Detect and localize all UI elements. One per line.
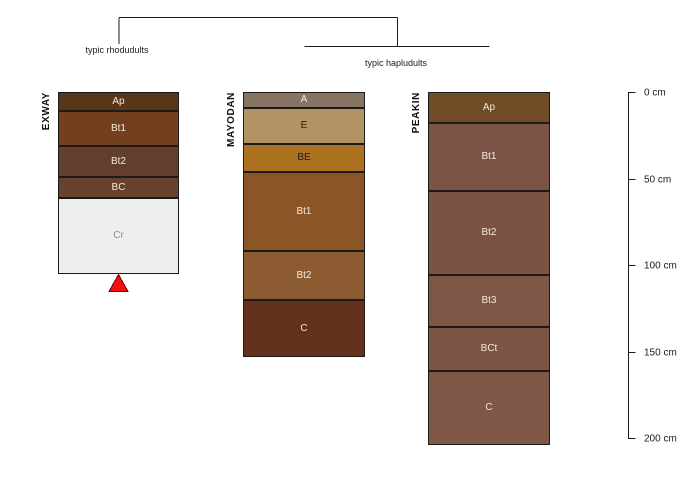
horizon-exway-bt2: Bt2 xyxy=(58,146,179,177)
horizon-label: C xyxy=(485,402,493,413)
horizon-label: A xyxy=(300,94,308,105)
horizon-label: E xyxy=(300,120,308,131)
horizon-label: Bt2 xyxy=(296,269,312,281)
horizon-label: Ap xyxy=(482,101,496,113)
horizon-exway-bt1: Bt1 xyxy=(58,111,179,146)
horizon-peakin-bt2: Bt2 xyxy=(428,191,550,275)
horizon-label: Ap xyxy=(112,95,125,107)
dendrogram-group-label-hapludults: typic hapludults xyxy=(364,58,428,68)
depth-tick-label-150: 150 cm xyxy=(644,347,677,358)
horizon-label: Bt3 xyxy=(481,295,497,306)
horizon-mayodan-e: E xyxy=(243,108,365,144)
horizon-label: BE xyxy=(297,152,311,163)
horizon-exway-cr: Cr xyxy=(58,198,179,274)
depth-tick-label-0: 0 cm xyxy=(644,87,666,98)
red-triangle-marker xyxy=(108,273,129,292)
horizon-label: C xyxy=(300,322,308,334)
horizon-exway-ap: Ap xyxy=(58,92,179,111)
profile-name-exway: EXWAY xyxy=(41,92,52,131)
profile-name-peakin: PEAKIN xyxy=(411,92,422,134)
horizon-label: BCt xyxy=(480,343,498,354)
horizon-peakin-bct: BCt xyxy=(428,327,550,371)
horizon-exway-bc: BC xyxy=(58,177,179,198)
horizon-label: Bt1 xyxy=(296,205,312,217)
horizon-label: Bt1 xyxy=(110,122,126,134)
horizon-mayodan-bt1: Bt1 xyxy=(243,172,365,251)
horizon-peakin-bt1: Bt1 xyxy=(428,123,550,191)
horizon-mayodan-a: A xyxy=(243,92,365,108)
horizon-label: Cr xyxy=(113,230,124,241)
depth-tick-label-50: 50 cm xyxy=(644,174,672,185)
profile-name-mayodan: MAYODAN xyxy=(226,92,237,147)
dendrogram-group-label-rhodudults: typic rhodudults xyxy=(85,45,149,55)
horizon-label: BC xyxy=(111,181,126,193)
depth-tick-label-200: 200 cm xyxy=(644,433,677,444)
horizon-label: Bt1 xyxy=(481,151,497,162)
horizon-mayodan-c: C xyxy=(243,300,365,357)
depth-tick-label-100: 100 cm xyxy=(644,260,677,271)
horizon-mayodan-bt2: Bt2 xyxy=(243,251,365,300)
horizon-mayodan-be: BE xyxy=(243,144,365,172)
horizon-label: Bt2 xyxy=(481,227,497,238)
horizon-peakin-c: C xyxy=(428,371,550,445)
horizon-peakin-ap: Ap xyxy=(428,92,550,123)
horizon-peakin-bt3: Bt3 xyxy=(428,275,550,327)
horizon-label: Bt2 xyxy=(110,155,126,167)
